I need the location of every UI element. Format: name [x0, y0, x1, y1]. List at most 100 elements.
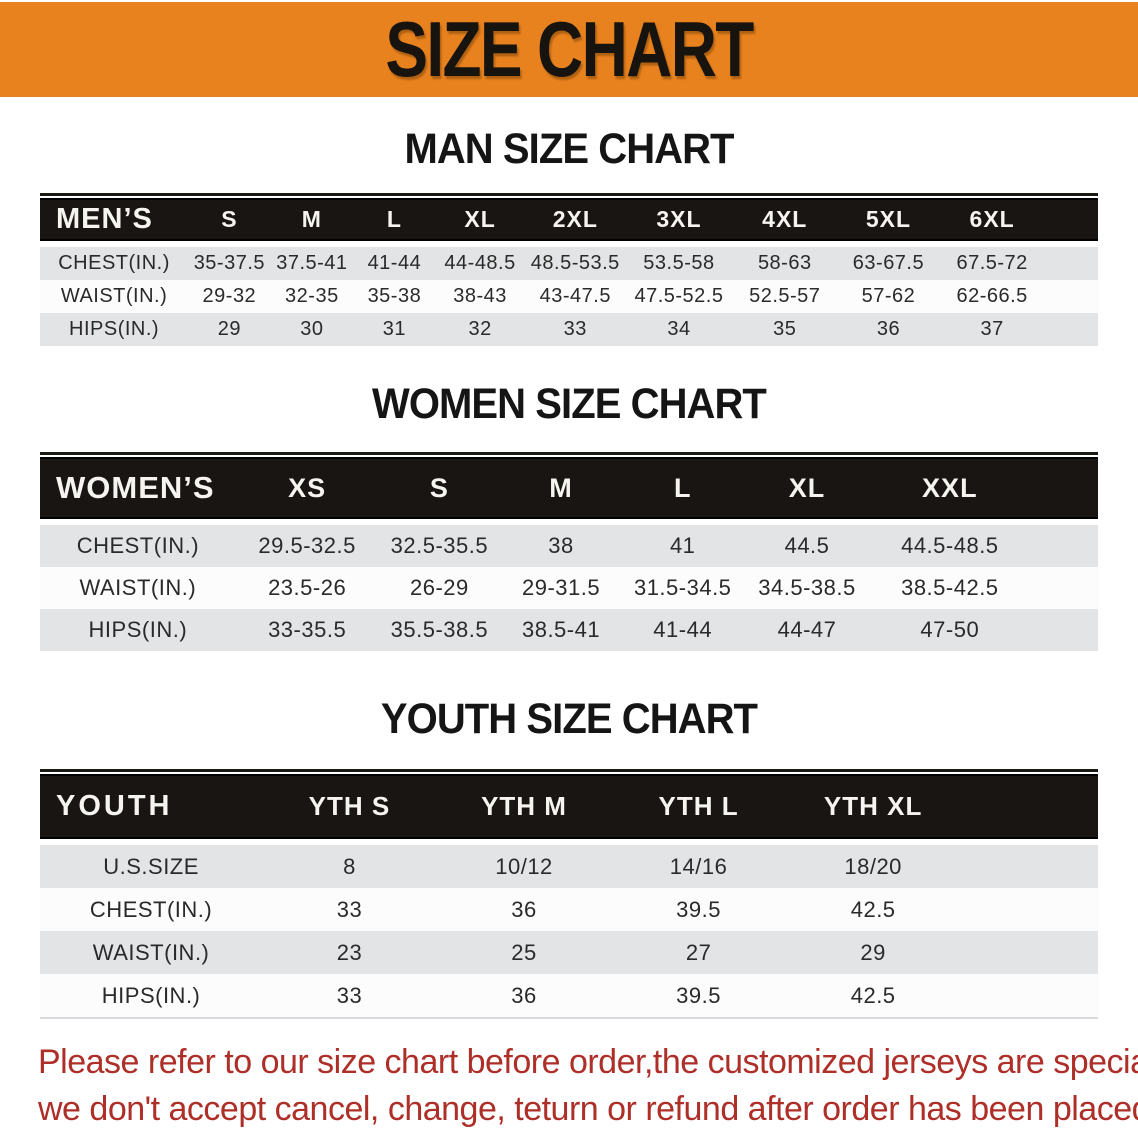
- spacer-cell: [1045, 198, 1098, 241]
- table-cell: 29-31.5: [500, 567, 622, 609]
- column-header: YTH L: [611, 774, 786, 839]
- table-cell: 41-44: [353, 247, 436, 280]
- table-cell: 53.5-58: [626, 247, 732, 280]
- table-cell: 32.5-35.5: [378, 525, 501, 567]
- spacer-cell: [960, 774, 1098, 839]
- table-cell: 37.5-41: [270, 247, 354, 280]
- table-row: WAIST(IN.) 29-32 32-35 35-38 38-43 43-47.5 47.…: [40, 280, 1098, 313]
- column-header: 4XL: [731, 198, 838, 241]
- table-cell: 52.5-57: [731, 280, 838, 313]
- table-header-row: MEN’S S M L XL 2XL 3XL 4XL 5XL 6XL: [40, 198, 1098, 241]
- table-cell: 38.5-42.5: [870, 567, 1030, 609]
- table-cell: 36: [837, 313, 940, 346]
- womens-size-table-wrap: WOMEN’S XS S M L XL XXL CHEST(IN.) 29.5-32.5 32.5…: [40, 452, 1098, 651]
- section-heading-man: MAN SIZE CHART: [404, 125, 734, 173]
- table-cell: 14/16: [611, 845, 786, 888]
- table-cell: 42.5: [785, 974, 961, 1017]
- table-cell: 18/20: [785, 845, 961, 888]
- row-label: HIPS(IN.): [40, 313, 189, 346]
- table-cell: 36: [436, 974, 612, 1017]
- women-size-section: WOMEN SIZE CHART WOMEN’S XS S M L XL XXL CHEST(…: [0, 382, 1138, 651]
- table-cell: 38: [500, 525, 622, 567]
- table-cell: 31.5-34.5: [621, 567, 744, 609]
- table-row: HIPS(IN.) 29 30 31 32 33 34 35 36 37: [40, 313, 1098, 346]
- column-header: XXL: [870, 457, 1030, 519]
- table-row: HIPS(IN.) 33-35.5 35.5-38.5 38.5-41 41-44 44-…: [40, 609, 1098, 651]
- table-cell: 23.5-26: [235, 567, 379, 609]
- table-cell: 26-29: [378, 567, 501, 609]
- column-header: YTH S: [262, 774, 437, 839]
- table-row: CHEST(IN.) 33 36 39.5 42.5: [40, 888, 1098, 931]
- table-cell: 38.5-41: [500, 609, 622, 651]
- mens-size-table: MEN’S S M L XL 2XL 3XL 4XL 5XL 6XL CHEST(IN.) 35-37…: [40, 198, 1098, 346]
- table-cell: 27: [611, 931, 786, 974]
- table-cell: 25: [436, 931, 612, 974]
- table-cell: 43-47.5: [524, 280, 627, 313]
- table-cell: 47-50: [870, 609, 1030, 651]
- spacer-cell: [1045, 313, 1098, 346]
- table-cell: 34: [626, 313, 732, 346]
- table-cell: 44.5-48.5: [870, 525, 1030, 567]
- table-cell: 57-62: [837, 280, 940, 313]
- row-label: CHEST(IN.): [40, 525, 236, 567]
- row-label: WAIST(IN.): [40, 567, 236, 609]
- column-header: XL: [435, 198, 525, 241]
- column-header: L: [353, 198, 436, 241]
- header-gap: [40, 838, 1098, 845]
- table-cell: 34.5-38.5: [743, 567, 871, 609]
- header-gap: [40, 518, 1098, 525]
- womens-size-table: WOMEN’S XS S M L XL XXL CHEST(IN.) 29.5-32.5 32.5…: [40, 457, 1098, 651]
- disclaimer-text: Please refer to our size chart before or…: [38, 1039, 1138, 1133]
- column-header: S: [378, 457, 501, 519]
- spacer-cell: [1029, 609, 1098, 651]
- table-row: HIPS(IN.) 33 36 39.5 42.5: [40, 974, 1098, 1017]
- table-cell: 33: [524, 313, 627, 346]
- table-cell: 58-63: [731, 247, 838, 280]
- table-cell: 44-48.5: [435, 247, 525, 280]
- table-cell: 41: [621, 525, 744, 567]
- spacer-cell: [960, 888, 1098, 931]
- table-title: MEN’S: [40, 198, 189, 241]
- column-header: L: [621, 457, 744, 519]
- header-gap: [40, 240, 1098, 247]
- spacer-cell: [1045, 247, 1098, 280]
- man-size-section: MAN SIZE CHART MEN’S S M L XL 2XL 3XL 4XL 5XL 6XL…: [0, 127, 1138, 346]
- table-row: WAIST(IN.) 23.5-26 26-29 29-31.5 31.5-34.5 34…: [40, 567, 1098, 609]
- banner-title: SIZE CHART: [385, 5, 754, 93]
- table-cell: 44.5: [743, 525, 871, 567]
- table-row: CHEST(IN.) 35-37.5 37.5-41 41-44 44-48.5 48.5…: [40, 247, 1098, 280]
- spacer-cell: [960, 931, 1098, 974]
- table-cell: 33: [262, 888, 437, 931]
- column-header: S: [188, 198, 271, 241]
- row-label: U.S.SIZE: [40, 845, 263, 888]
- table-cell: 35.5-38.5: [378, 609, 501, 651]
- table-cell: 23: [262, 931, 437, 974]
- column-header: M: [500, 457, 622, 519]
- table-cell: 39.5: [611, 974, 786, 1017]
- section-heading-youth: YOUTH SIZE CHART: [380, 695, 758, 743]
- table-cell: 35-37.5: [188, 247, 271, 280]
- spacer-cell: [960, 845, 1098, 888]
- column-header: XS: [235, 457, 379, 519]
- table-title: WOMEN’S: [40, 457, 236, 519]
- table-cell: 30: [270, 313, 354, 346]
- table-header-row: WOMEN’S XS S M L XL XXL: [40, 457, 1098, 519]
- youth-size-section: YOUTH SIZE CHART YOUTH YTH S YTH M YTH L YTH…: [0, 697, 1138, 1019]
- table-cell: 10/12: [436, 845, 612, 888]
- table-cell: 37: [939, 313, 1046, 346]
- table-cell: 42.5: [785, 888, 961, 931]
- spacer-cell: [1029, 457, 1098, 519]
- table-cell: 31: [353, 313, 436, 346]
- table-cell: 67.5-72: [939, 247, 1046, 280]
- table-cell: 29.5-32.5: [235, 525, 379, 567]
- row-label: WAIST(IN.): [40, 280, 189, 313]
- row-label: HIPS(IN.): [40, 609, 236, 651]
- table-cell: 63-67.5: [837, 247, 940, 280]
- table-cell: 29: [188, 313, 271, 346]
- table-cell: 48.5-53.5: [524, 247, 627, 280]
- row-label: HIPS(IN.): [40, 974, 263, 1017]
- table-title: YOUTH: [40, 774, 263, 839]
- disclaimer-line-1: Please refer to our size chart before or…: [38, 1043, 1138, 1081]
- mens-size-table-wrap: MEN’S S M L XL 2XL 3XL 4XL 5XL 6XL CHEST(IN.) 35-37…: [40, 193, 1098, 346]
